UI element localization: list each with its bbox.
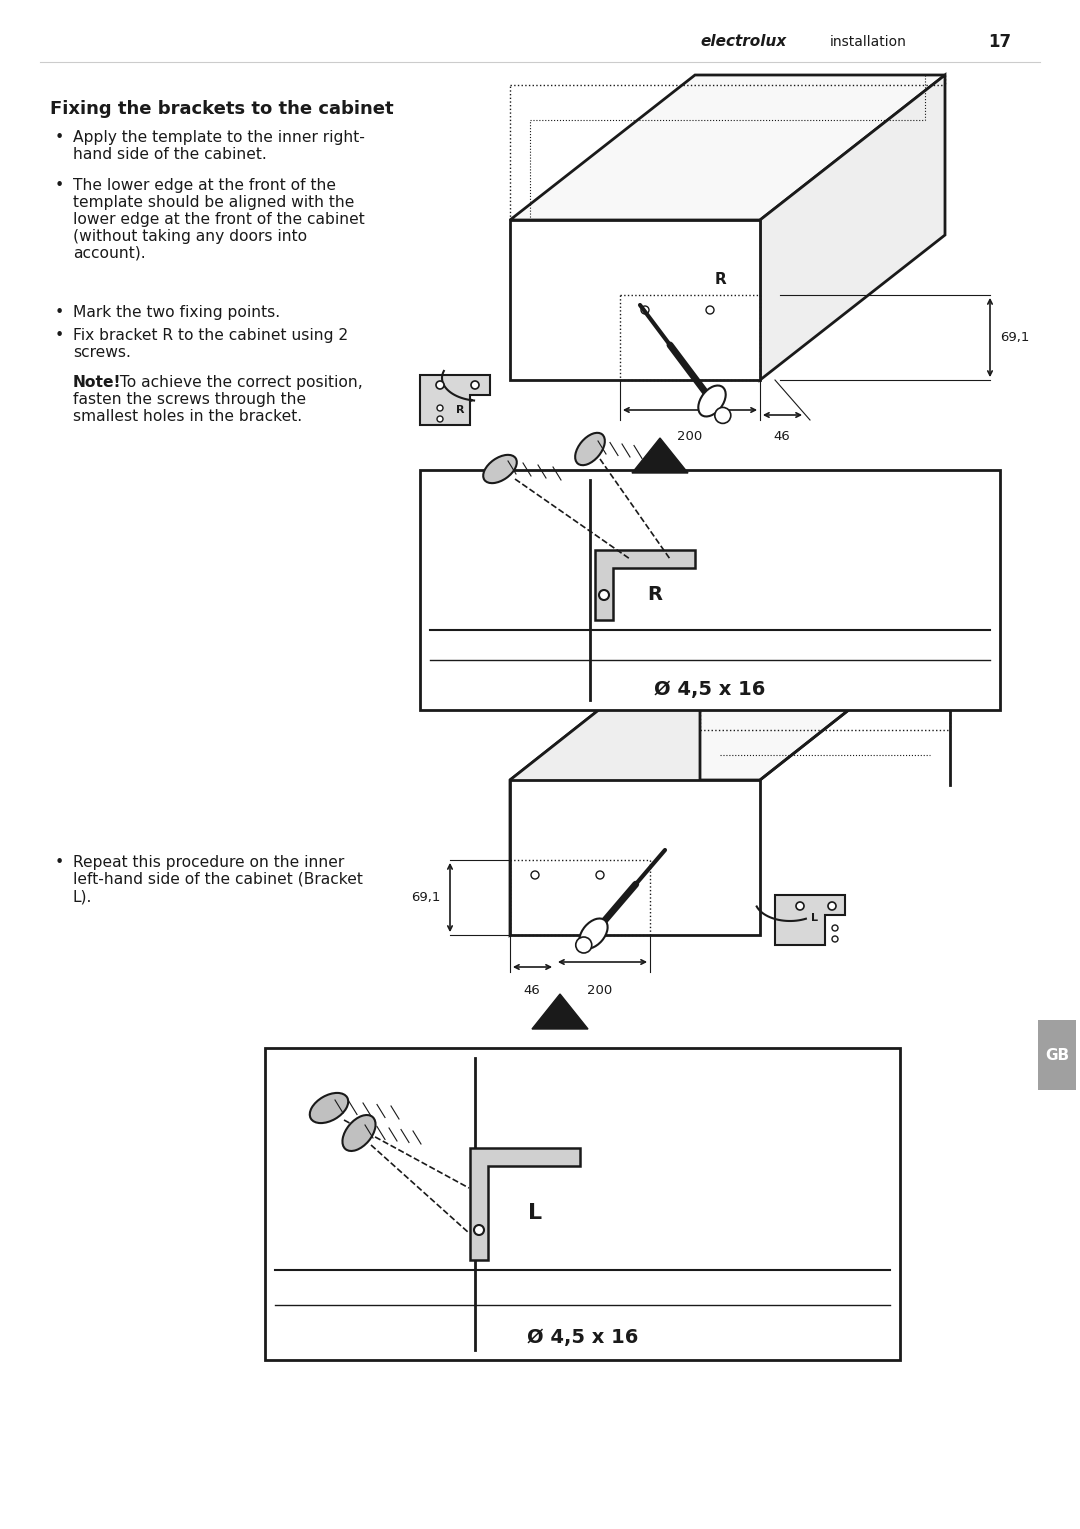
Circle shape [596, 872, 604, 879]
Polygon shape [510, 75, 945, 220]
Text: template should be aligned with the: template should be aligned with the [73, 196, 354, 209]
Circle shape [828, 902, 836, 910]
Text: The lower edge at the front of the: The lower edge at the front of the [73, 177, 336, 193]
Text: left-hand side of the cabinet (Bracket: left-hand side of the cabinet (Bracket [73, 872, 363, 887]
FancyBboxPatch shape [265, 1047, 900, 1359]
Text: Ø 4,5 x 16: Ø 4,5 x 16 [527, 1329, 638, 1347]
Circle shape [796, 902, 804, 910]
Circle shape [599, 590, 609, 599]
Polygon shape [470, 1148, 580, 1260]
Text: 46: 46 [773, 430, 791, 443]
Text: 46: 46 [524, 985, 540, 997]
Text: L).: L). [73, 888, 93, 904]
Text: 69,1: 69,1 [410, 891, 440, 904]
Ellipse shape [342, 1115, 376, 1151]
Text: GB: GB [1045, 1047, 1069, 1063]
Text: hand side of the cabinet.: hand side of the cabinet. [73, 147, 267, 162]
Circle shape [576, 937, 592, 953]
Ellipse shape [579, 919, 608, 948]
Text: L: L [811, 913, 819, 924]
Polygon shape [420, 375, 490, 425]
Polygon shape [510, 630, 700, 936]
Text: 200: 200 [588, 985, 612, 997]
Text: screws.: screws. [73, 346, 131, 359]
Ellipse shape [699, 385, 726, 416]
Text: smallest holes in the bracket.: smallest holes in the bracket. [73, 408, 302, 424]
Polygon shape [510, 780, 760, 936]
Text: Fixing the brackets to the cabinet: Fixing the brackets to the cabinet [50, 99, 393, 118]
Circle shape [437, 405, 443, 411]
Text: Mark the two fixing points.: Mark the two fixing points. [73, 304, 280, 320]
Text: •: • [55, 130, 64, 145]
Polygon shape [760, 75, 945, 381]
FancyBboxPatch shape [1038, 1020, 1076, 1090]
Text: Fix bracket R to the cabinet using 2: Fix bracket R to the cabinet using 2 [73, 329, 348, 342]
Text: R: R [648, 584, 662, 604]
Polygon shape [510, 240, 927, 370]
Circle shape [642, 306, 649, 313]
Text: L: L [528, 1203, 542, 1223]
Polygon shape [775, 894, 845, 945]
Circle shape [531, 872, 539, 879]
Text: 69,1: 69,1 [1000, 330, 1029, 344]
Text: 200: 200 [677, 430, 703, 443]
Polygon shape [595, 550, 696, 619]
Polygon shape [510, 630, 950, 780]
Text: R: R [456, 405, 464, 414]
Text: (without taking any doors into: (without taking any doors into [73, 229, 307, 245]
Circle shape [832, 925, 838, 931]
Text: 17: 17 [988, 34, 1012, 50]
Text: account).: account). [73, 246, 146, 261]
Polygon shape [632, 437, 688, 472]
Text: •: • [55, 177, 64, 193]
Text: lower edge at the front of the cabinet: lower edge at the front of the cabinet [73, 213, 365, 226]
Circle shape [706, 306, 714, 313]
FancyBboxPatch shape [420, 469, 1000, 709]
Polygon shape [532, 994, 588, 1029]
Text: •: • [55, 304, 64, 320]
Text: To achieve the correct position,: To achieve the correct position, [114, 375, 363, 390]
Circle shape [715, 407, 731, 424]
Text: Repeat this procedure on the inner: Repeat this procedure on the inner [73, 855, 345, 870]
Text: electrolux: electrolux [700, 35, 786, 49]
Ellipse shape [310, 1093, 348, 1124]
Text: •: • [55, 329, 64, 342]
Text: installation: installation [831, 35, 907, 49]
Text: •: • [55, 855, 64, 870]
Circle shape [832, 936, 838, 942]
Text: Apply the template to the inner right-: Apply the template to the inner right- [73, 130, 365, 145]
Circle shape [474, 1225, 484, 1235]
Text: Ø 4,5 x 16: Ø 4,5 x 16 [654, 680, 766, 699]
Ellipse shape [576, 433, 605, 465]
Polygon shape [510, 220, 760, 381]
Circle shape [471, 381, 480, 388]
Circle shape [436, 381, 444, 388]
Text: Note!: Note! [73, 375, 121, 390]
Text: fasten the screws through the: fasten the screws through the [73, 391, 306, 407]
Circle shape [437, 416, 443, 422]
Ellipse shape [483, 454, 517, 483]
Text: R: R [714, 272, 726, 287]
